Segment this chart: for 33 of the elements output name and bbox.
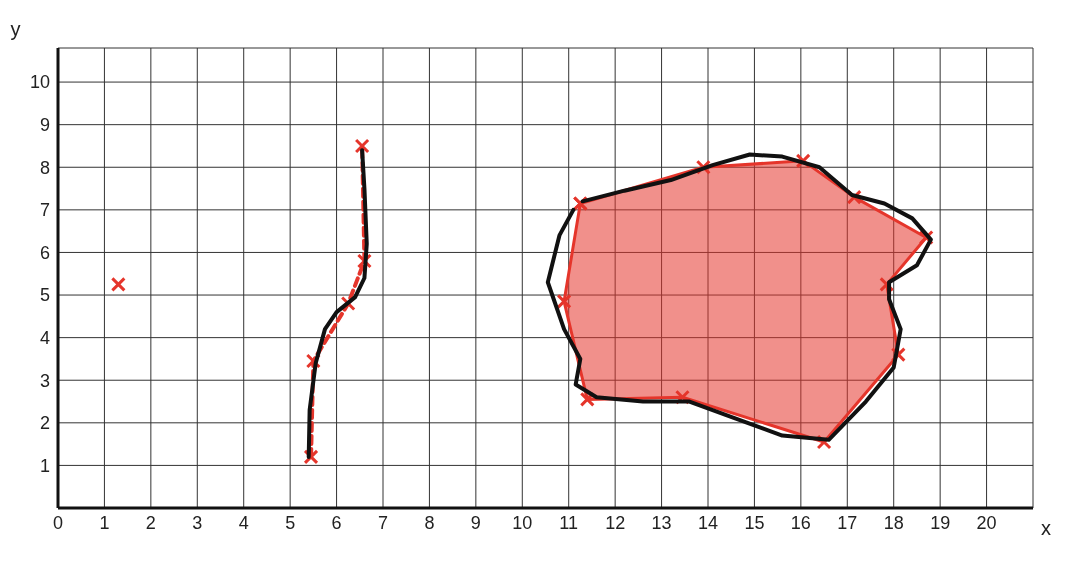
x-tick-label: 15 (744, 512, 765, 533)
y-axis-title: y (10, 18, 21, 40)
x-tick-label: 4 (238, 512, 249, 533)
x-tick-label: 1 (99, 512, 110, 533)
y-tick-label: 7 (39, 200, 50, 221)
x-tick-label: 7 (377, 512, 389, 533)
y-tick-label: 5 (39, 285, 50, 306)
x-tick-label: 19 (930, 512, 951, 533)
y-tick-label: 6 (39, 242, 50, 263)
x-tick-label: 0 (52, 512, 64, 533)
y-tick-label: 3 (39, 370, 50, 391)
x-tick-label: 14 (697, 512, 719, 533)
x-axis-title: x (1041, 517, 1051, 540)
y-tick-label: 4 (39, 328, 50, 349)
x-tick-label: 8 (424, 512, 435, 533)
y-tick-label: 9 (39, 115, 50, 136)
y-tick-label: 1 (39, 455, 50, 476)
x-tick-label: 6 (331, 512, 342, 533)
x-tick-label: 12 (605, 512, 626, 533)
x-tick-label: 20 (976, 512, 997, 533)
x-tick-label: 11 (559, 512, 579, 533)
x-tick-label: 18 (883, 512, 904, 533)
x-tick-label: 5 (285, 512, 296, 533)
x-tick-label: 10 (512, 512, 533, 533)
x-tick-label: 3 (192, 512, 203, 533)
x-tick-label: 2 (145, 512, 156, 533)
y-tick-label: 8 (39, 157, 50, 178)
y-tick-label: 2 (39, 413, 50, 434)
x-tick-label: 16 (790, 512, 811, 533)
y-tick-label: 10 (29, 72, 50, 93)
x-tick-label: 13 (651, 512, 672, 533)
x-tick-label: 17 (837, 512, 858, 533)
x-tick-label: 9 (470, 512, 481, 533)
